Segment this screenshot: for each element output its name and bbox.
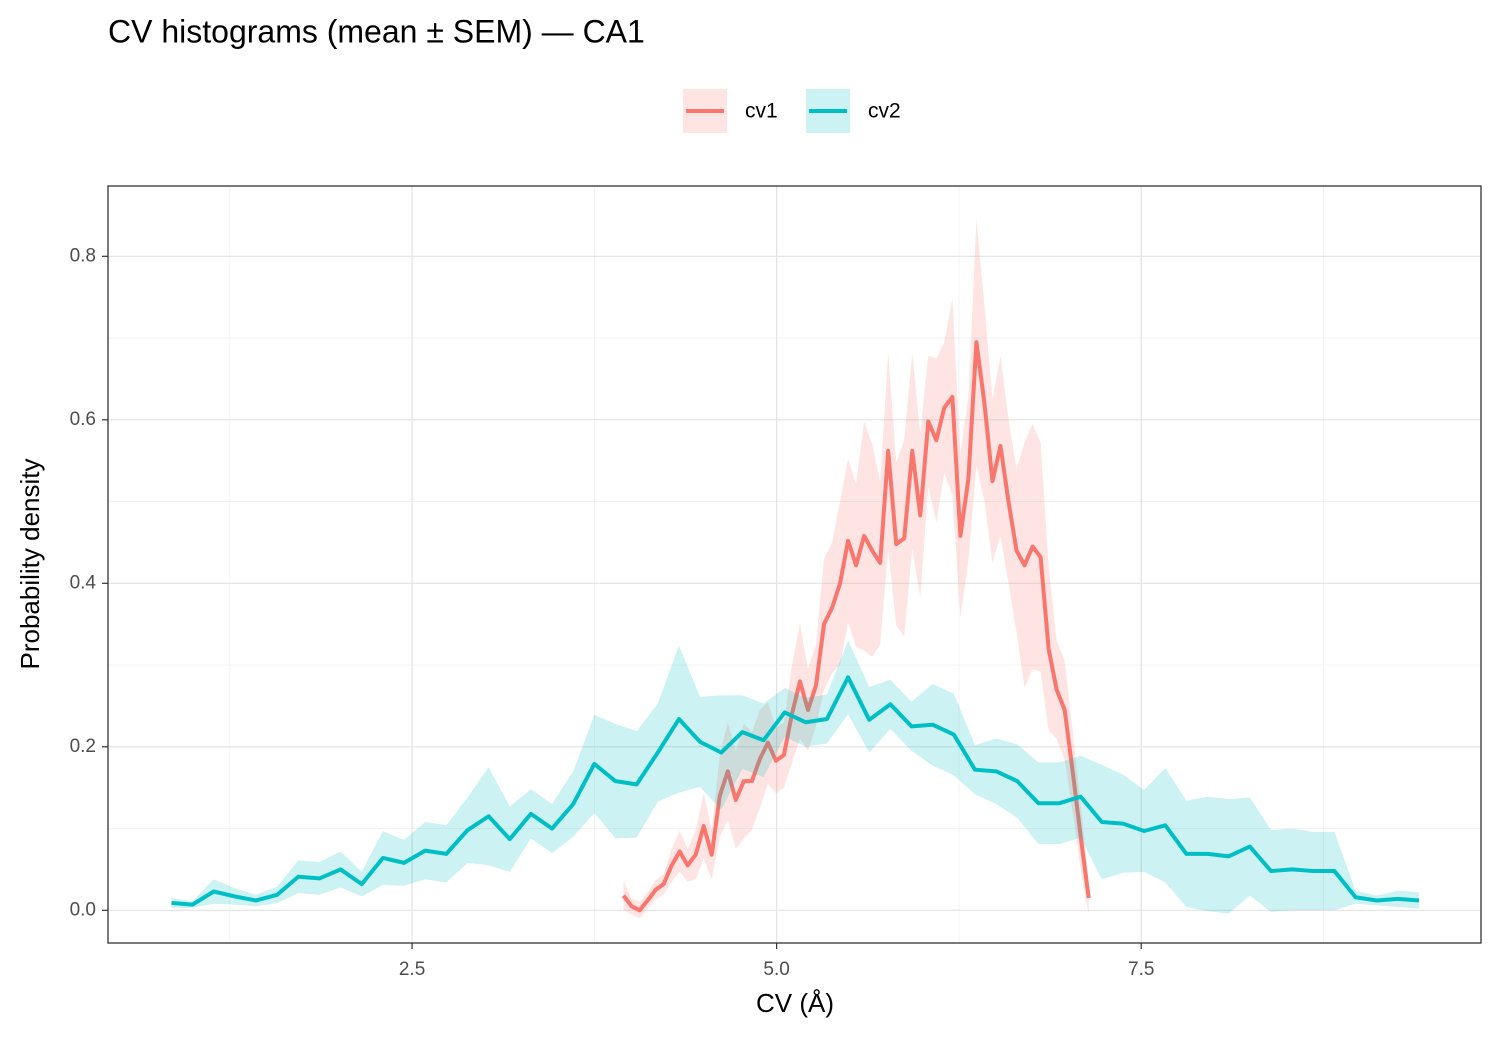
legend-label: cv1 <box>745 100 778 123</box>
y-tick-label: 0.2 <box>70 736 96 757</box>
legend-label: cv2 <box>868 100 901 123</box>
sem-ribbon <box>171 640 1420 914</box>
grid <box>108 186 1481 943</box>
mean-line <box>621 340 1091 913</box>
x-tick-label: 5.0 <box>763 959 789 980</box>
y-tick-label: 0.6 <box>70 409 96 430</box>
x-tick-label: 2.5 <box>399 959 425 980</box>
y-tick-label: 0.0 <box>70 899 96 920</box>
chart-title: CV histograms (mean ± SEM) — CA1 <box>108 13 645 49</box>
y-tick-label: 0.8 <box>70 245 96 266</box>
y-axis-title: Probability density <box>15 459 45 670</box>
plot-border <box>107 185 1482 944</box>
plot-marks <box>171 219 1420 919</box>
axes: 2.5 5.0 7.5 0.0 0.2 0.4 0.6 0.8 <box>70 245 1155 980</box>
y-tick-label: 0.4 <box>70 572 97 593</box>
legend: cv1 cv2 <box>683 89 901 133</box>
x-axis-title: CV (Å) <box>756 988 834 1018</box>
plot-background <box>108 186 1481 943</box>
mean-line <box>171 675 1420 907</box>
x-tick-label: 7.5 <box>1128 959 1154 980</box>
